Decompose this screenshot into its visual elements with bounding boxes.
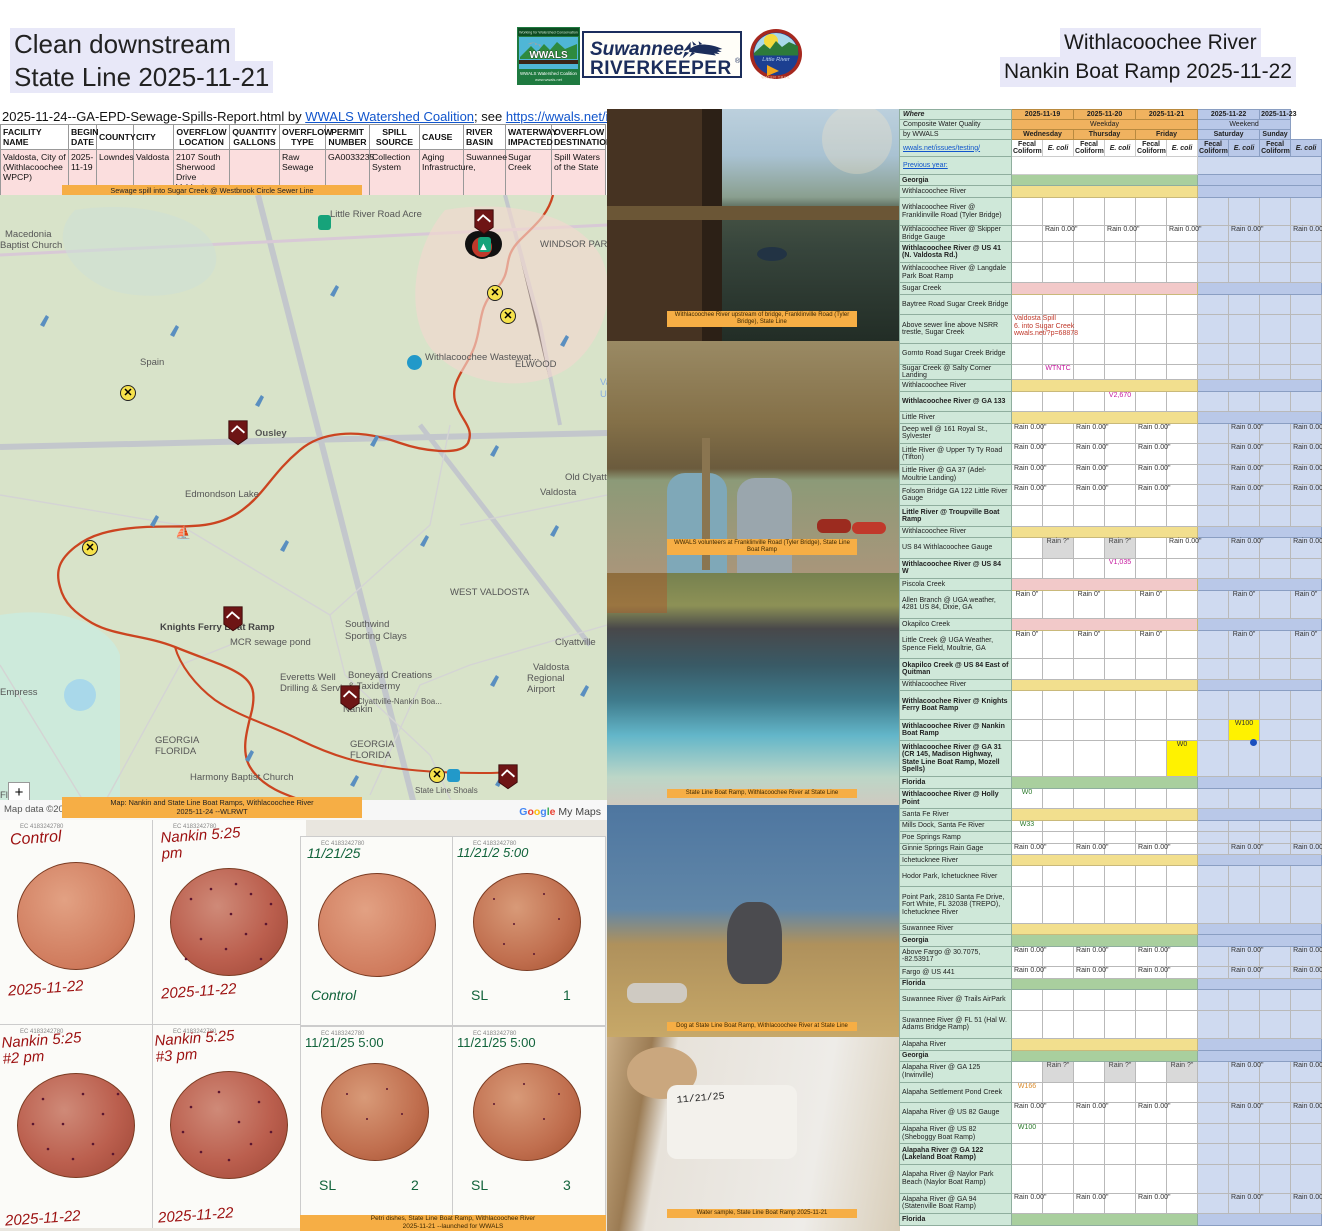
svg-text:Sporting Clays: Sporting Clays [345, 631, 407, 642]
svg-text:WWALS: WWALS [529, 50, 568, 61]
svg-text:Empress: Empress [0, 687, 38, 698]
svg-text:Ousley: Ousley [255, 428, 287, 439]
svg-text:Valdosta St: Valdosta St [600, 377, 607, 388]
svg-text:Clyattville: Clyattville [555, 637, 596, 648]
svg-text:Macedonia: Macedonia [5, 229, 52, 240]
svg-text:WWALS Watershed Coalition: WWALS Watershed Coalition [520, 71, 578, 76]
svg-text:Little River Road Acre: Little River Road Acre [330, 209, 422, 220]
svg-text:State Line Shoals: State Line Shoals [415, 786, 478, 795]
svg-text:Old Clyattville: Old Clyattville [565, 472, 607, 483]
svg-text:Spain: Spain [140, 357, 164, 368]
svg-text:MCR sewage pond: MCR sewage pond [230, 637, 311, 648]
svg-text:Withlacoochee Wastewat...: Withlacoochee Wastewat... [425, 352, 539, 363]
svg-text:Suwannee: Suwannee [590, 39, 684, 60]
svg-text:Regional: Regional [527, 673, 565, 684]
svg-text:Knights Ferry Boat Ramp: Knights Ferry Boat Ramp [160, 622, 275, 633]
svg-text:Boneyard Creations: Boneyard Creations [348, 670, 432, 681]
svg-text:University: University [600, 389, 607, 400]
svg-text:Working for Watershed Conserva: Working for Watershed Conservation [519, 31, 578, 35]
svg-text:Airport: Airport [527, 684, 555, 695]
svg-text:www.wwals.net: www.wwals.net [535, 77, 563, 82]
svg-text:FLORIDA: FLORIDA [155, 746, 197, 757]
svg-text:WINDSOR PARK: WINDSOR PARK [540, 239, 607, 250]
svg-text:Valdosta: Valdosta [540, 487, 577, 498]
svg-text:Clyattville-Nankin Boa...: Clyattville-Nankin Boa... [357, 697, 442, 706]
svg-text:WEST VALDOSTA: WEST VALDOSTA [450, 587, 530, 598]
svg-text:Baptist Church: Baptist Church [0, 240, 62, 251]
svg-text:FLORIDA: FLORIDA [350, 750, 392, 761]
svg-text:®: ® [735, 57, 741, 65]
svg-text:GEORGIA: GEORGIA [155, 735, 200, 746]
svg-text:Southwind: Southwind [345, 619, 389, 630]
svg-text:WATER TRAIL: WATER TRAIL [761, 76, 790, 80]
svg-text:GEORGIA: GEORGIA [350, 739, 395, 750]
svg-text:Edmondson Lake: Edmondson Lake [185, 489, 259, 500]
svg-text:Little River: Little River [762, 57, 790, 63]
svg-text:Harmony Baptist Church: Harmony Baptist Church [190, 772, 293, 783]
svg-text:Everetts Well: Everetts Well [280, 672, 336, 683]
svg-text:RIVERKEEPER: RIVERKEEPER [590, 58, 732, 78]
svg-text:Valdosta: Valdosta [533, 662, 570, 673]
